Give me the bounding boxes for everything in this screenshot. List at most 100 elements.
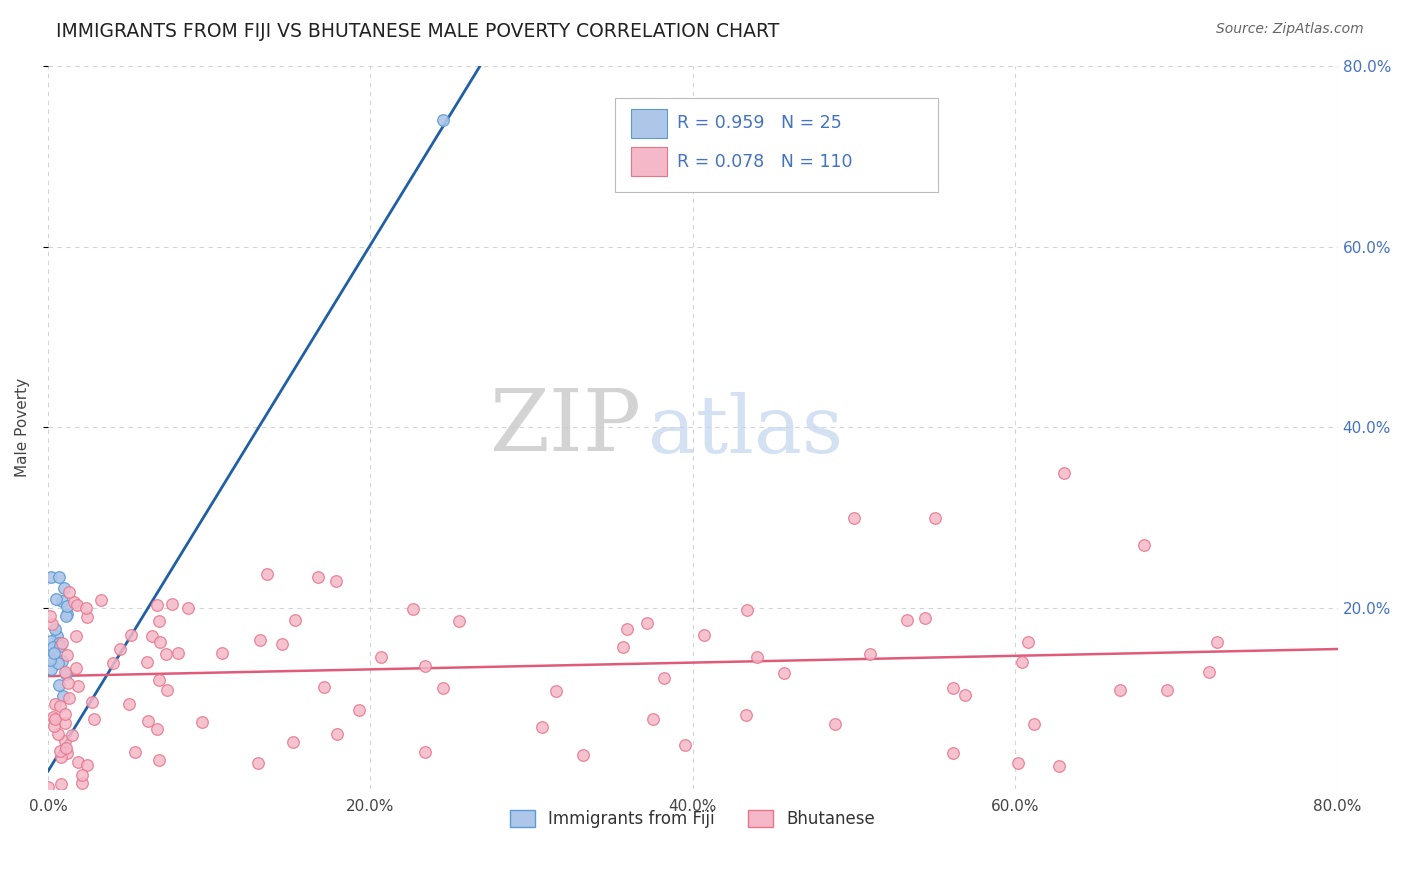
Point bbox=[58, 584, 80, 599]
Point bbox=[39, 653, 62, 667]
Point bbox=[53, 665, 76, 679]
Point bbox=[53, 734, 76, 748]
Point bbox=[39, 662, 62, 676]
Point bbox=[652, 671, 675, 685]
Point bbox=[48, 570, 70, 584]
Point bbox=[52, 690, 75, 704]
Point bbox=[108, 642, 131, 657]
Y-axis label: Male Poverty: Male Poverty bbox=[15, 378, 30, 477]
Point bbox=[42, 646, 65, 660]
Point bbox=[70, 776, 93, 790]
Point bbox=[44, 698, 66, 712]
Point bbox=[1017, 634, 1039, 648]
Point bbox=[1133, 538, 1156, 552]
Point bbox=[48, 638, 70, 652]
Point bbox=[51, 654, 73, 668]
Point bbox=[135, 655, 157, 669]
Point bbox=[118, 698, 141, 712]
Point bbox=[49, 777, 72, 791]
Point bbox=[49, 699, 72, 714]
Point bbox=[824, 717, 846, 731]
Point bbox=[58, 690, 80, 705]
Point bbox=[39, 570, 62, 584]
Point bbox=[45, 591, 67, 606]
Point bbox=[745, 650, 768, 665]
Point bbox=[693, 628, 716, 642]
Point bbox=[56, 675, 79, 690]
Point bbox=[1022, 716, 1045, 731]
Point bbox=[270, 637, 292, 651]
Point bbox=[66, 598, 89, 612]
Point bbox=[643, 712, 665, 726]
Point bbox=[41, 616, 63, 631]
Point bbox=[65, 661, 87, 675]
Point bbox=[90, 593, 112, 607]
Point bbox=[1156, 682, 1178, 697]
Text: R = 0.078   N = 110: R = 0.078 N = 110 bbox=[678, 153, 853, 171]
Point bbox=[60, 728, 83, 742]
Point bbox=[155, 647, 177, 661]
Point bbox=[48, 678, 70, 692]
Point bbox=[44, 652, 66, 666]
Point bbox=[256, 567, 278, 582]
Point bbox=[1109, 683, 1132, 698]
Point bbox=[46, 727, 69, 741]
Point bbox=[148, 673, 170, 688]
Point bbox=[1007, 756, 1029, 770]
Point bbox=[413, 745, 436, 759]
Point bbox=[325, 574, 347, 588]
Point bbox=[247, 756, 270, 771]
Point bbox=[76, 758, 98, 772]
Point bbox=[673, 738, 696, 752]
Point bbox=[636, 616, 658, 631]
Text: IMMIGRANTS FROM FIJI VS BHUTANESE MALE POVERTY CORRELATION CHART: IMMIGRANTS FROM FIJI VS BHUTANESE MALE P… bbox=[56, 22, 779, 41]
Point bbox=[70, 768, 93, 782]
Point bbox=[65, 629, 87, 643]
Point bbox=[37, 780, 59, 794]
Point bbox=[55, 608, 77, 623]
Point bbox=[616, 622, 638, 636]
Point bbox=[53, 706, 76, 721]
Point bbox=[39, 634, 62, 648]
Point bbox=[120, 628, 142, 642]
FancyBboxPatch shape bbox=[631, 109, 666, 138]
Point bbox=[249, 633, 271, 648]
Point bbox=[544, 683, 567, 698]
Point bbox=[612, 640, 634, 655]
Point bbox=[914, 611, 936, 625]
FancyBboxPatch shape bbox=[616, 98, 938, 193]
Point bbox=[75, 601, 97, 615]
Point bbox=[942, 681, 965, 696]
Point bbox=[432, 681, 454, 695]
Point bbox=[772, 665, 794, 680]
Point bbox=[191, 715, 214, 730]
Point bbox=[49, 744, 72, 758]
Point bbox=[447, 615, 470, 629]
Point bbox=[51, 594, 73, 608]
Point bbox=[1198, 665, 1220, 679]
Point bbox=[160, 597, 183, 611]
Point bbox=[326, 727, 349, 741]
Point bbox=[167, 646, 190, 660]
Point bbox=[347, 703, 370, 717]
Point bbox=[572, 747, 595, 762]
Point bbox=[146, 722, 169, 736]
Point bbox=[55, 741, 77, 756]
Point bbox=[42, 640, 65, 655]
Point bbox=[76, 610, 98, 624]
Point bbox=[859, 647, 882, 661]
Point bbox=[66, 679, 89, 693]
Point bbox=[314, 680, 336, 694]
Point bbox=[101, 657, 124, 671]
Point bbox=[148, 615, 170, 629]
Point bbox=[211, 646, 233, 660]
Text: atlas: atlas bbox=[648, 392, 842, 470]
Point bbox=[146, 598, 169, 612]
Text: R = 0.959   N = 25: R = 0.959 N = 25 bbox=[678, 114, 842, 133]
Point bbox=[66, 756, 89, 770]
FancyBboxPatch shape bbox=[631, 147, 666, 177]
Point bbox=[52, 581, 75, 595]
Point bbox=[53, 716, 76, 731]
Point bbox=[83, 712, 105, 726]
Point bbox=[55, 667, 77, 681]
